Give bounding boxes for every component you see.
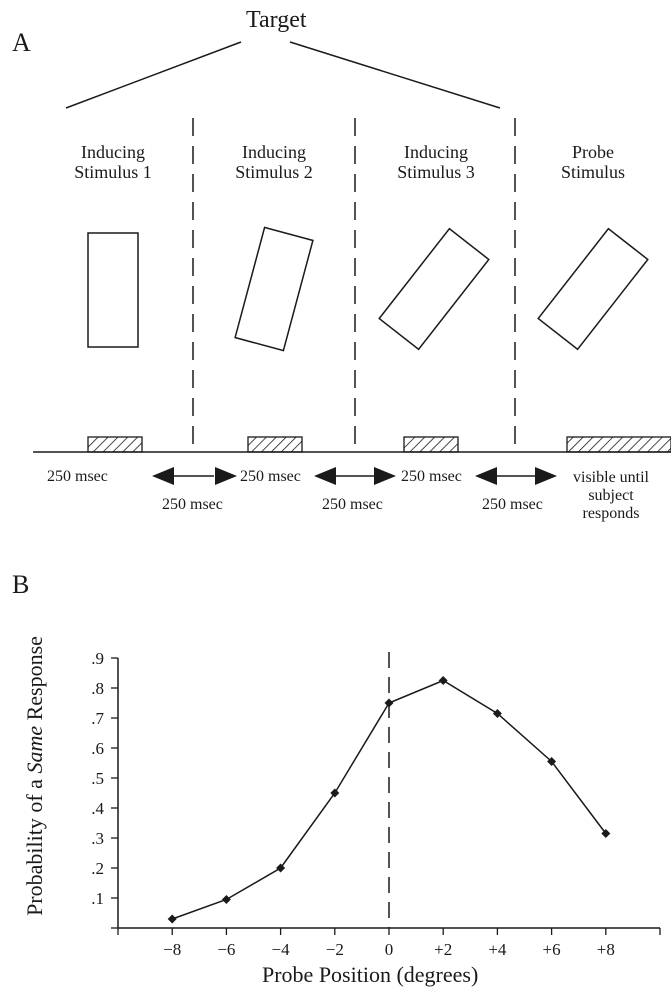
stimulus-2-rect [234, 226, 314, 352]
target-title: Target [246, 7, 307, 33]
x-axis-title: Probe Position (degrees) [262, 962, 479, 987]
x-tick-label: 0 [385, 940, 394, 959]
stimulus-1-rect [87, 232, 139, 348]
y-tick-label: .3 [91, 829, 104, 848]
data-point [384, 698, 394, 708]
probe-duration-label: visible until subject responds [573, 469, 649, 522]
y-tick-label: .2 [91, 859, 104, 878]
stimulus-3-label: Inducing Stimulus 3 [397, 142, 475, 183]
probe-rect [537, 227, 649, 351]
interval-label-3: 250 msec [482, 496, 543, 513]
duration-bar-1 [87, 436, 143, 453]
data-point [438, 676, 448, 685]
duration-label-3: 250 msec [401, 468, 462, 485]
x-tick-label: +8 [597, 940, 615, 959]
data-point [601, 829, 611, 838]
y-tick-label: .7 [91, 709, 104, 728]
y-tick-label: .8 [91, 679, 104, 698]
x-tick-label: −6 [217, 940, 235, 959]
probe-stimulus-label: Probe Stimulus [560, 142, 626, 183]
x-tick-label: +2 [434, 940, 452, 959]
interval-arrow-3 [475, 467, 557, 485]
y-tick-label: .1 [91, 889, 104, 908]
duration-bar-3 [403, 436, 459, 453]
target-roof-right [289, 41, 501, 109]
x-tick-label: −4 [272, 940, 291, 959]
x-tick-label: −8 [163, 940, 181, 959]
y-tick-label: .5 [91, 769, 104, 788]
stimulus-3-rect [378, 227, 490, 351]
y-axis-title-part-2: Same [22, 725, 47, 774]
stimulus-1-label: Inducing Stimulus 1 [74, 142, 152, 183]
y-tick-label: .9 [91, 649, 104, 668]
duration-label-1: 250 msec [47, 468, 108, 485]
data-point [276, 863, 286, 873]
x-tick-label: +4 [488, 940, 507, 959]
y-tick-label: .4 [91, 799, 104, 818]
target-roof-left [65, 41, 242, 109]
data-point [330, 788, 340, 798]
stimulus-2-label: Inducing Stimulus 2 [235, 142, 313, 183]
x-tick-label: +6 [543, 940, 561, 959]
data-point [167, 914, 177, 924]
duration-label-2: 250 msec [240, 468, 301, 485]
interval-label-1: 250 msec [162, 496, 223, 513]
data-point [492, 709, 502, 718]
duration-bar-probe [566, 436, 671, 453]
panel-a-letter: A [12, 28, 31, 57]
x-tick-label: −2 [326, 940, 344, 959]
duration-bar-2 [247, 436, 303, 453]
panel-b-letter: B [12, 570, 30, 599]
data-point [547, 757, 557, 766]
y-axis-title-part-1: Probability of a [22, 773, 47, 916]
y-tick-label: .6 [91, 739, 104, 758]
chart-tick-labels: −8 −6 −4 −2 0 +2 +4 +6 +8 .1 .2 .3 .4 .5 .6 .7 .8 .9 [91, 649, 615, 959]
interval-label-2: 250 msec [322, 496, 383, 513]
chart-series [167, 676, 611, 924]
y-axis-title-part-3: Response [22, 636, 47, 726]
data-point [221, 895, 231, 904]
y-axis-title: Probability of a Same Response [22, 636, 47, 916]
interval-arrow-2 [314, 467, 396, 485]
interval-arrow-1 [152, 467, 237, 485]
